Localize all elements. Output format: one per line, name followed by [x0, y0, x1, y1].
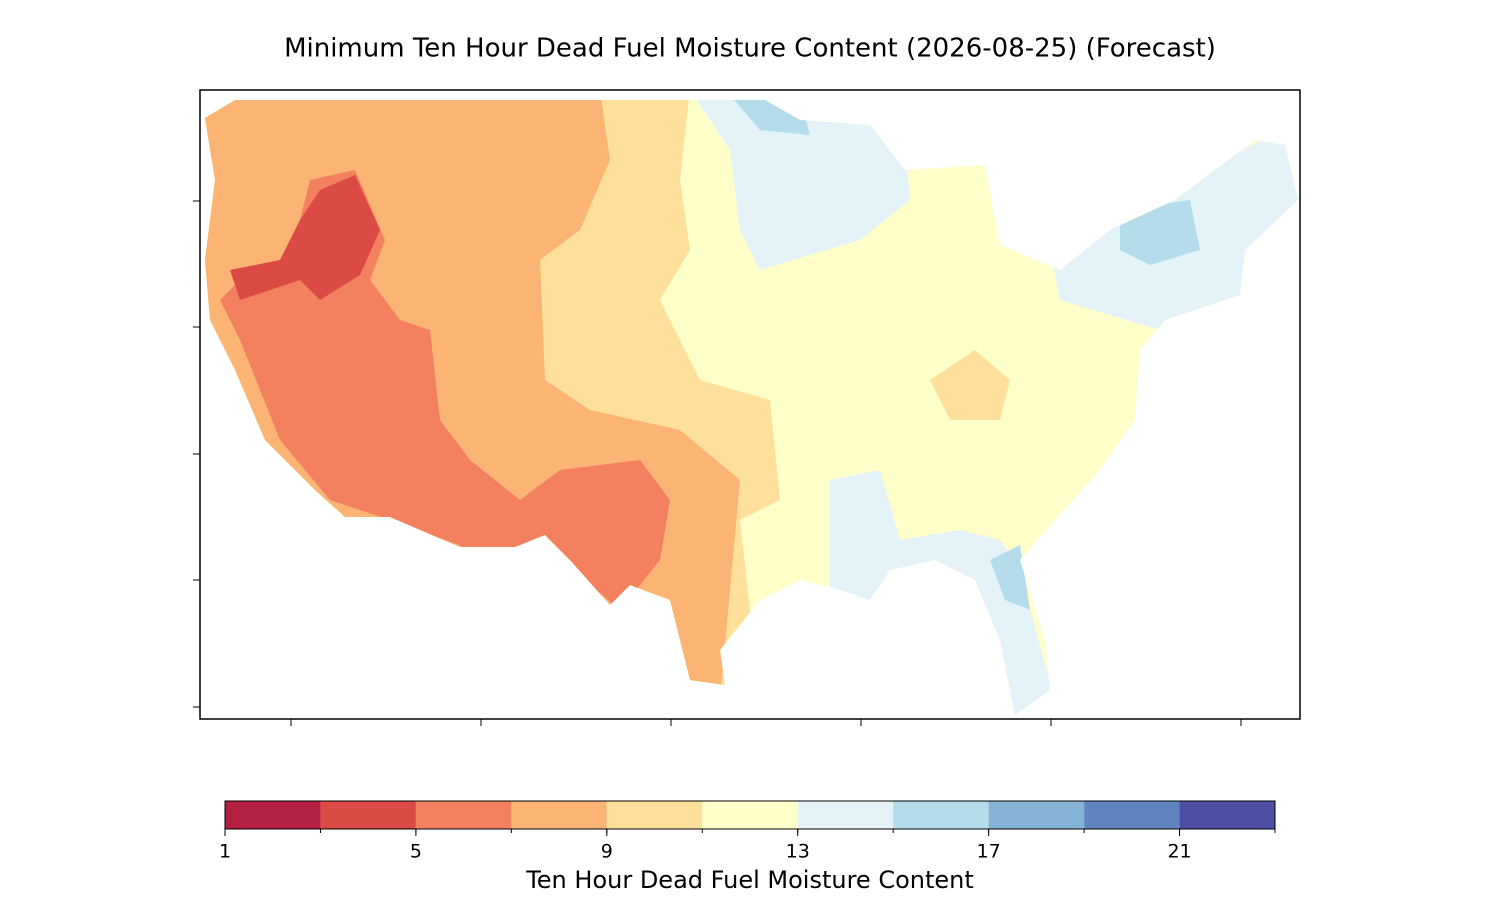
tick-label: 9 [601, 841, 613, 863]
zone [1120, 200, 1200, 265]
colorbar-bin [1084, 801, 1180, 829]
tick-label: 13 [786, 841, 810, 863]
zone [930, 350, 1010, 420]
title: Minimum Ten Hour Dead Fuel Moisture Cont… [284, 34, 1216, 64]
colorbar-bin [225, 801, 321, 829]
colorbar-bin [320, 801, 416, 829]
colorbar-bin [511, 801, 607, 829]
zone [990, 545, 1030, 610]
colorbar-label: Ten Hour Dead Fuel Moisture Content [525, 866, 974, 894]
colorbar-bin [415, 801, 512, 829]
tick-label: 5 [410, 841, 422, 863]
axis-ticks [193, 200, 1242, 726]
colorbar-bin [797, 801, 894, 829]
zone [230, 175, 380, 300]
tick-label: 21 [1167, 841, 1191, 863]
colorbar-bin [1179, 801, 1275, 829]
colorbar-frame [224, 800, 1276, 830]
colorbar-bin [702, 801, 798, 829]
colorbar-bin [606, 801, 703, 829]
tick-label: 1 [219, 841, 231, 863]
zone [690, 100, 910, 270]
tick-label: 17 [977, 841, 1001, 863]
colorbar-bin [988, 801, 1085, 829]
colorbar-bin [893, 801, 989, 829]
